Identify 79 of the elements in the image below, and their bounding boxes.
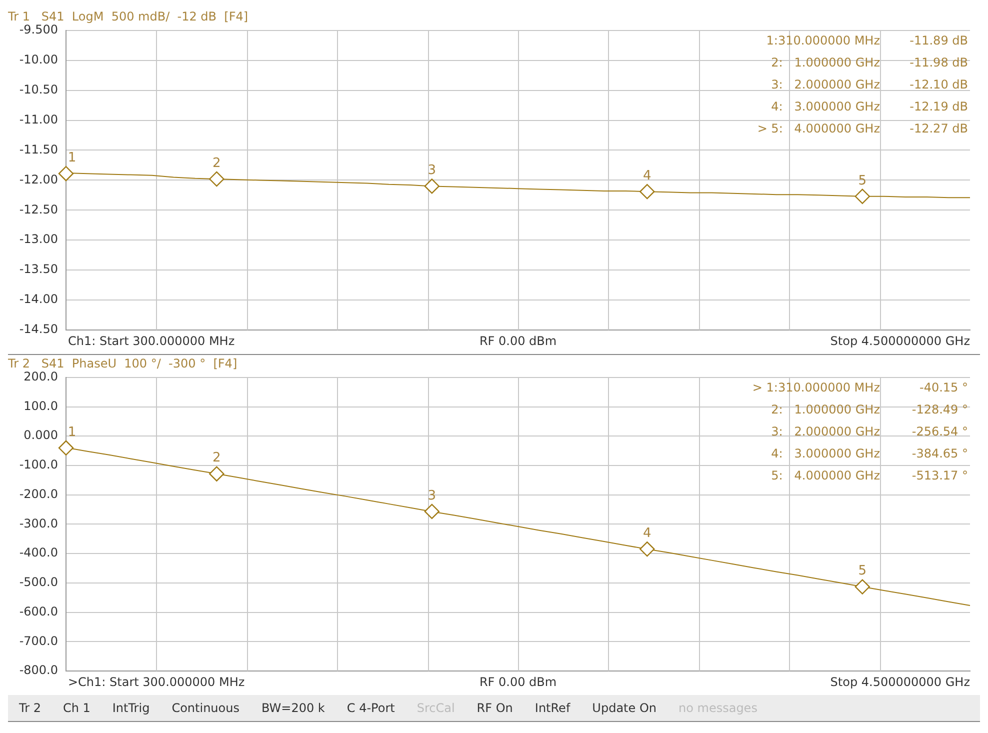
y-tick-label: -700.0 xyxy=(19,634,58,648)
annotation: 3: 2.000000 GHz xyxy=(771,78,880,92)
annotation: 2 xyxy=(212,156,221,171)
annotation: -11.98 dB xyxy=(910,56,968,70)
point xyxy=(854,188,870,204)
point xyxy=(209,171,224,187)
annotation: 2 xyxy=(212,450,221,466)
text: IntTrig xyxy=(111,701,151,715)
annotation: 4 xyxy=(643,168,652,184)
y-tick-label: -100.0 xyxy=(19,458,58,472)
annotation: 3 xyxy=(428,163,436,178)
y-tick-label: -13.00 xyxy=(19,232,58,246)
point xyxy=(424,178,440,194)
y-tick-label: 100.0 xyxy=(24,398,58,413)
y-tick-label: -9.500 xyxy=(19,22,58,37)
annotation: 2: 1.000000 GHz xyxy=(771,402,880,417)
annotation: -384.65 ° xyxy=(912,446,968,461)
y-tick-label: -10.50 xyxy=(19,82,58,96)
annotation: 5 xyxy=(858,564,867,579)
annotation: -40.15 ° xyxy=(920,380,968,395)
y-tick-label: -600.0 xyxy=(19,604,58,618)
text: RF On xyxy=(476,701,514,715)
y-tick-label: -800.0 xyxy=(19,663,58,678)
annotation: -256.54 ° xyxy=(912,424,968,439)
chart-title: Tr 2 S41 PhaseU 100 °/ -300 ° [F4] xyxy=(7,356,238,370)
text: RF 0.00 dBm xyxy=(479,675,557,690)
annotation: -513.17 ° xyxy=(912,468,968,483)
point xyxy=(209,466,224,482)
text: C 4-Port xyxy=(346,701,396,715)
point xyxy=(640,184,655,200)
point xyxy=(58,166,74,182)
annotation: > 5: 4.000000 GHz xyxy=(757,122,880,136)
y-tick-label: -300.0 xyxy=(19,516,58,530)
y-tick-label: -200.0 xyxy=(19,486,58,501)
text: RF 0.00 dBm xyxy=(479,334,557,348)
text: Ch 1 xyxy=(62,701,92,715)
text: Tr 2 xyxy=(18,701,42,715)
y-tick-label: -14.50 xyxy=(19,322,58,336)
annotation: 4: 3.000000 GHz xyxy=(771,100,880,114)
annotation: -11.89 dB xyxy=(910,34,968,48)
annotation: 3: 2.000000 GHz xyxy=(771,424,880,439)
annotation: 4 xyxy=(643,526,652,541)
annotation: 4: 3.000000 GHz xyxy=(771,446,880,461)
annotation: -12.10 dB xyxy=(910,78,968,92)
text: Update On xyxy=(591,701,658,715)
annotation: 1 xyxy=(68,424,76,440)
point xyxy=(424,504,440,520)
y-tick-label: -500.0 xyxy=(19,575,58,590)
annotation: -12.19 dB xyxy=(910,100,968,114)
annotation: 2: 1.000000 GHz xyxy=(771,56,880,70)
text: Stop 4.500000000 GHz xyxy=(830,334,970,348)
text: BW=200 k xyxy=(260,701,326,715)
annotation: 1:310.000000 MHz xyxy=(766,34,880,48)
text: Stop 4.500000000 GHz xyxy=(830,675,970,690)
point xyxy=(58,440,74,456)
point xyxy=(854,579,870,594)
y-tick-label: 200.0 xyxy=(24,370,58,384)
point xyxy=(640,541,655,557)
annotation: -12.27 dB xyxy=(910,122,968,136)
annotation: 3 xyxy=(428,488,436,504)
y-tick-label: -400.0 xyxy=(19,546,58,560)
y-tick-label: -11.50 xyxy=(19,142,58,156)
y-tick-label: -11.00 xyxy=(19,112,58,126)
y-tick-label: -10.00 xyxy=(19,52,58,66)
y-tick-label: -12.00 xyxy=(19,172,58,186)
text: Continuous xyxy=(170,701,240,715)
annotation: 5 xyxy=(858,173,867,188)
annotation: -128.49 ° xyxy=(912,402,968,417)
text: >Ch1: Start 300.000000 MHz xyxy=(68,675,245,690)
annotation: > 1:310.000000 MHz xyxy=(752,380,880,395)
text: IntRef xyxy=(534,701,572,715)
chart-title: Tr 1 S41 LogM 500 mdB/ -12 dB [F4] xyxy=(7,9,248,24)
text: Ch1: Start 300.000000 MHz xyxy=(68,334,235,348)
y-tick-label: -13.50 xyxy=(19,262,58,276)
y-tick-label: 0.000 xyxy=(24,428,58,442)
y-tick-label: -14.00 xyxy=(19,292,58,306)
annotation: 1 xyxy=(68,150,76,166)
y-tick-label: -12.50 xyxy=(19,202,58,216)
annotation: 5: 4.000000 GHz xyxy=(771,468,880,483)
